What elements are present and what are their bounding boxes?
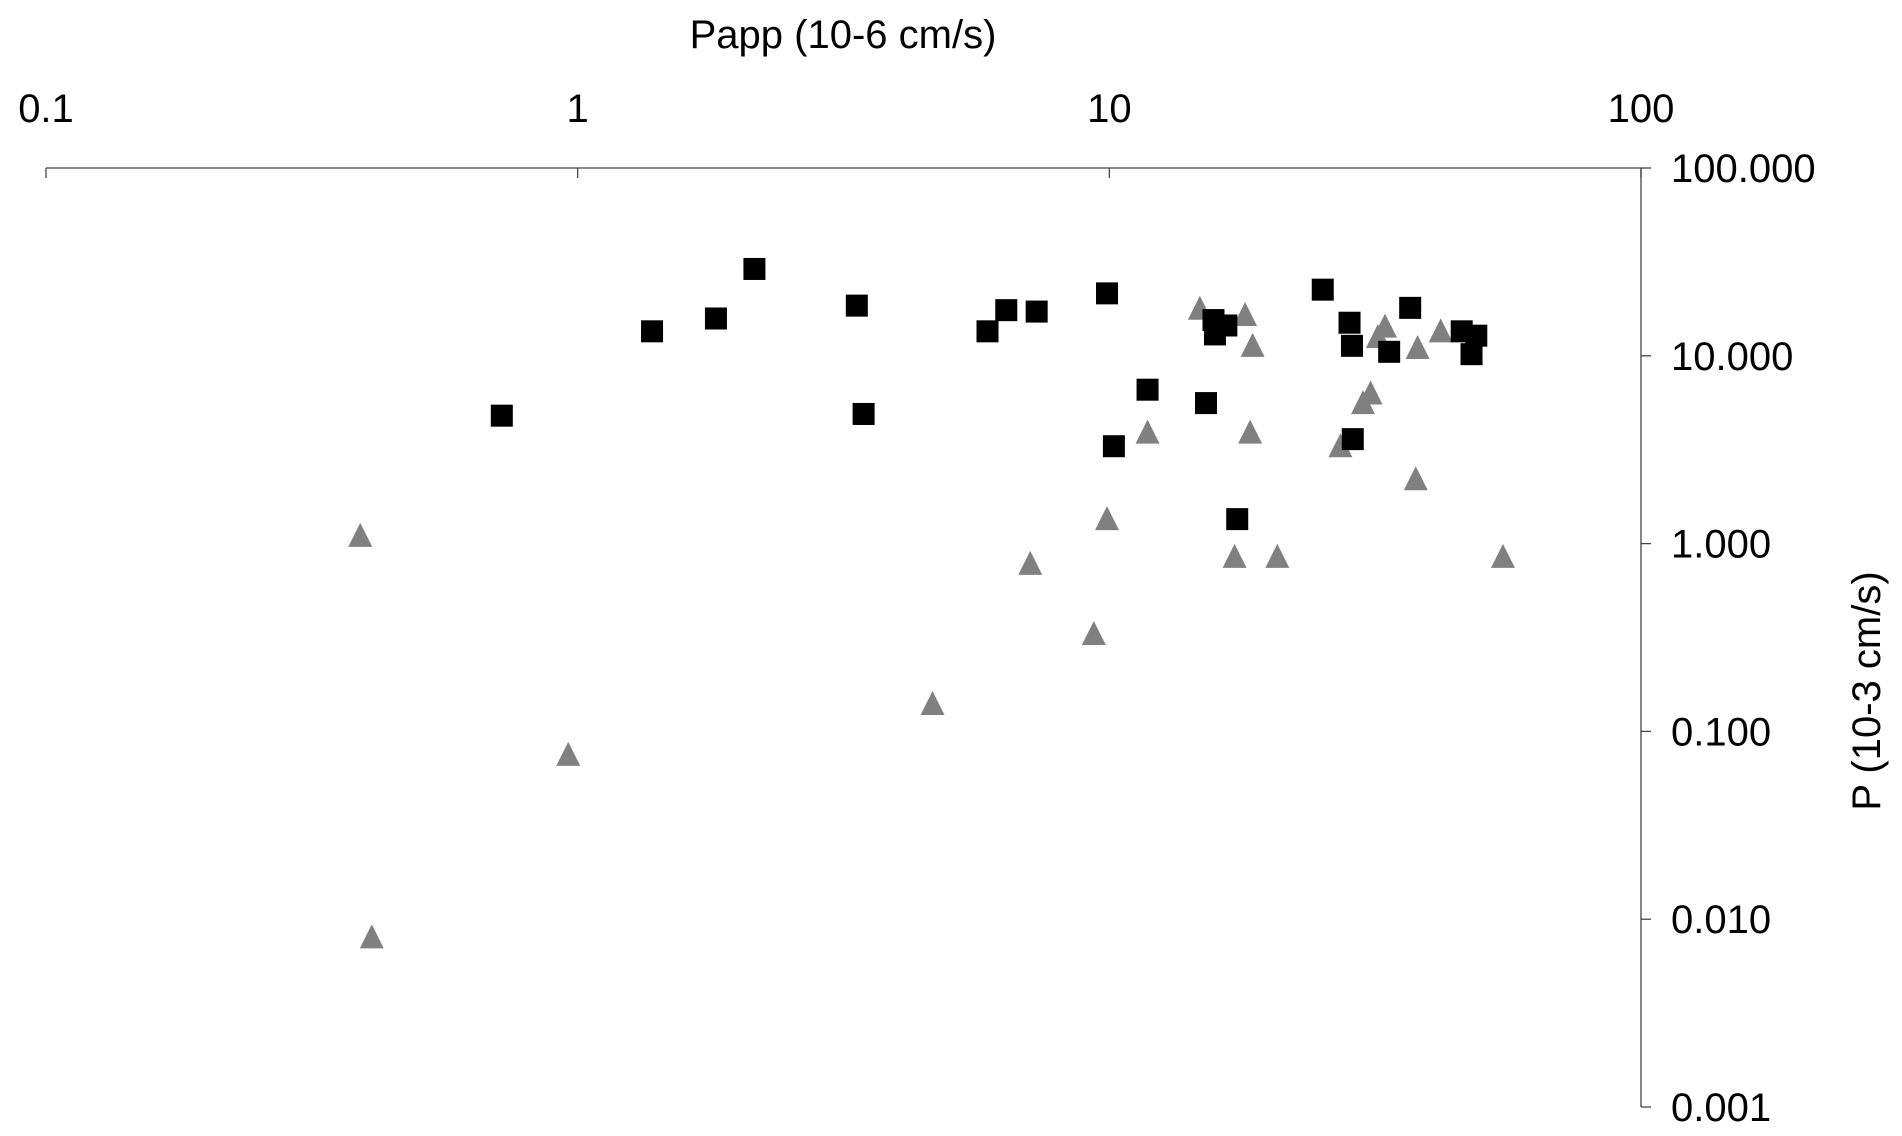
square-point: [976, 320, 999, 343]
triangle-point: [556, 741, 581, 766]
triangle-point: [348, 522, 373, 547]
square-point: [995, 299, 1018, 322]
triangle-point: [1238, 419, 1263, 444]
square-point: [1025, 300, 1048, 323]
triangle-point: [1358, 380, 1383, 405]
square-point: [1226, 508, 1249, 531]
square-point: [641, 320, 664, 343]
triangle-point: [1135, 419, 1160, 444]
square-point: [1096, 282, 1119, 305]
y-tick-label: 100.000: [1671, 147, 1816, 191]
x-tick-label: 0.1: [18, 87, 74, 131]
series-triangles: [348, 295, 1515, 949]
triangle-point: [1490, 543, 1515, 568]
square-point: [1399, 296, 1422, 319]
square-point: [1195, 392, 1218, 415]
x-axis-title: Papp (10-6 cm/s): [690, 13, 997, 57]
square-point: [1215, 314, 1238, 337]
triangle-point: [1240, 332, 1265, 357]
x-tick-label: 10: [1087, 87, 1132, 131]
triangle-point: [1265, 543, 1290, 568]
triangle-point: [1428, 318, 1453, 343]
square-point: [1465, 324, 1488, 347]
triangle-point: [359, 924, 384, 949]
triangle-point: [1018, 550, 1043, 575]
y-tick-label: 0.001: [1671, 1086, 1771, 1130]
y-axis-title: P (10-3 cm/s): [1845, 571, 1889, 810]
square-point: [1378, 340, 1401, 363]
square-point: [1341, 428, 1364, 451]
triangle-point: [1222, 543, 1247, 568]
triangle-point: [1405, 335, 1430, 360]
series-squares: [490, 257, 1488, 531]
square-point: [845, 294, 868, 317]
triangle-point: [1095, 506, 1120, 531]
x-tick-label: 1: [567, 87, 589, 131]
square-point: [743, 257, 766, 280]
triangle-point: [1233, 301, 1258, 326]
square-point: [1136, 378, 1159, 401]
triangle-point: [1081, 621, 1106, 646]
y-tick-label: 0.010: [1671, 898, 1771, 942]
square-point: [1338, 311, 1361, 334]
y-tick-label: 1.000: [1671, 523, 1771, 567]
y-tick-label: 0.100: [1671, 710, 1771, 754]
triangle-point: [920, 690, 945, 715]
axes: 0.1 1 10 100 100.000 10.000 1.000 0.100 0.010 0.0…: [18, 87, 1815, 1130]
triangle-point: [1373, 313, 1398, 338]
triangle-point: [1403, 466, 1428, 491]
y-tick-label: 10.000: [1671, 335, 1793, 379]
square-point: [1460, 343, 1483, 366]
square-point: [1340, 334, 1363, 357]
triangle-point: [1328, 433, 1353, 458]
x-tick-label: 100: [1608, 87, 1675, 131]
square-point: [1102, 435, 1125, 458]
square-point: [490, 404, 513, 427]
square-point: [704, 307, 727, 330]
square-point: [1311, 278, 1334, 301]
square-point: [852, 402, 875, 425]
